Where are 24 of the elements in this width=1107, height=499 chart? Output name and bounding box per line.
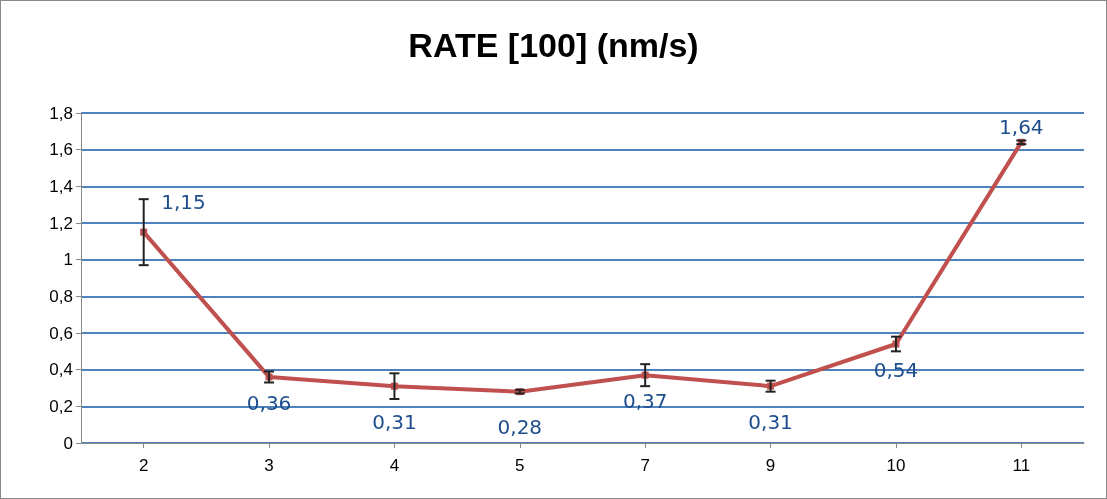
y-tick-label: 0,4 — [49, 360, 73, 380]
x-tick-label: 5 — [515, 456, 525, 475]
x-tick-label: 2 — [138, 456, 149, 475]
data-label: 1,64 — [999, 114, 1044, 139]
data-label: 0,31 — [748, 409, 793, 434]
x-tick-label: 7 — [640, 456, 650, 475]
chart-title: RATE [100] (nm/s) — [408, 26, 699, 64]
x-tick-label: 10 — [886, 456, 906, 475]
data-label: 0,28 — [497, 415, 543, 440]
y-tick-label: 0,2 — [49, 396, 73, 416]
data-label: 0,31 — [372, 409, 417, 434]
x-tick-label: 9 — [765, 456, 776, 475]
y-tick-label: 1 — [63, 250, 73, 270]
y-tick-label: 0,6 — [49, 323, 73, 343]
y-tick-label: 0,8 — [49, 286, 73, 306]
data-label: 1,15 — [161, 190, 206, 215]
y-tick-label: 0 — [63, 433, 73, 453]
x-tick-label: 4 — [389, 456, 400, 475]
y-tick-label: 1,8 — [49, 103, 73, 123]
x-tick-label: 11 — [1012, 456, 1031, 475]
y-tick-label: 1,4 — [49, 176, 73, 196]
y-tick-label: 1,2 — [49, 213, 73, 233]
x-tick-label: 3 — [264, 456, 274, 475]
y-tick-label: 1,6 — [49, 140, 73, 160]
